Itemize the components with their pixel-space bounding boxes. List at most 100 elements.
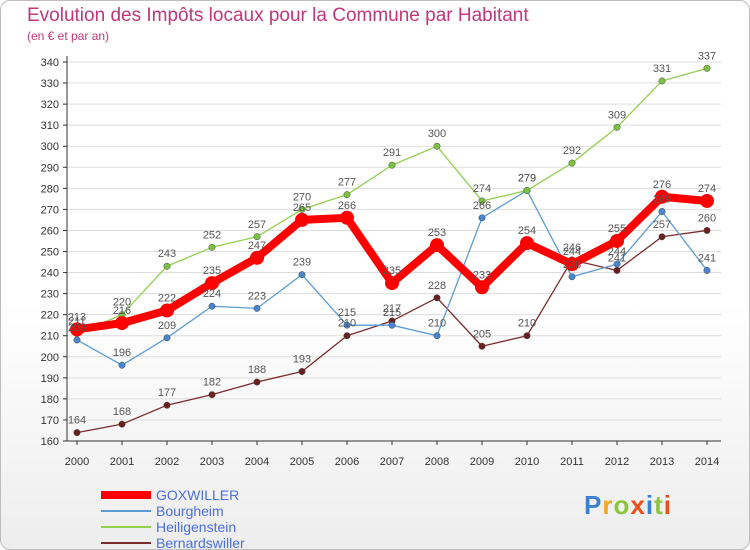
data-label: 265 (293, 202, 311, 214)
data-label: 164 (68, 415, 86, 427)
y-tick-label: 310 (41, 120, 59, 132)
data-label: 241 (608, 252, 626, 264)
x-tick-label: 2003 (200, 456, 224, 468)
data-label: 255 (608, 223, 626, 235)
data-label: 196 (113, 347, 131, 359)
data-point-heiligenstein (163, 262, 171, 270)
data-label: 208 (68, 322, 86, 334)
data-label: 209 (158, 320, 176, 332)
data-label: 235 (203, 265, 221, 277)
data-label: 168 (113, 406, 131, 418)
data-label: 188 (248, 364, 266, 376)
data-point-heiligenstein (433, 142, 441, 150)
grid-lines (67, 61, 721, 442)
logo-letter: i (663, 490, 672, 520)
legend-item-goxwiller: GOXWILLER (101, 487, 301, 503)
proxiti-logo: Proxiti (584, 490, 672, 521)
data-point-bernardswiller (523, 332, 531, 340)
data-point-bourgheim (433, 332, 441, 340)
data-label: 216 (113, 305, 131, 317)
y-tick-label: 170 (41, 415, 59, 427)
data-label: 177 (158, 387, 176, 399)
x-tick-label: 2011 (560, 456, 584, 468)
data-point-bernardswiller (298, 368, 306, 375)
y-tick-label: 220 (41, 310, 59, 322)
data-label: 205 (473, 328, 491, 340)
data-label: 182 (203, 377, 221, 389)
data-label: 270 (293, 191, 311, 203)
data-point-heiligenstein (478, 197, 486, 205)
data-point-goxwiller (295, 212, 309, 227)
data-label: 331 (653, 63, 671, 75)
x-tick-label: 2004 (245, 456, 269, 468)
series-bernardswiller (73, 226, 711, 437)
x-tick-label: 2009 (470, 456, 494, 468)
data-label: 235 (383, 265, 401, 277)
data-label: 337 (698, 50, 716, 62)
data-point-goxwiller (610, 233, 624, 248)
data-point-heiligenstein (208, 243, 216, 251)
data-label: 309 (608, 109, 626, 121)
y-tick-label: 300 (41, 141, 59, 153)
data-point-bernardswiller (118, 420, 126, 428)
data-label: 252 (203, 229, 221, 241)
y-tick-label: 210 (41, 331, 59, 343)
data-point-bernardswiller (658, 233, 666, 241)
data-labels: 213 216 222 235 247 265 266 235 253 233 254 244 255 2… (68, 50, 716, 426)
data-point-bourgheim (253, 304, 261, 312)
y-tick-label: 180 (41, 394, 59, 406)
data-label: 215 (383, 307, 401, 319)
logo-letter: r (602, 490, 614, 520)
y-tick-label: 250 (41, 247, 59, 259)
data-point-goxwiller (655, 189, 669, 204)
data-label: 292 (563, 145, 581, 157)
data-label: 239 (293, 257, 311, 269)
data-point-bourgheim (703, 267, 711, 274)
data-label: 220 (113, 297, 131, 309)
data-label: 233 (473, 269, 491, 281)
x-tick-label: 2005 (290, 456, 314, 468)
data-point-goxwiller (430, 238, 444, 253)
data-label: 253 (428, 227, 446, 239)
legend-swatch-goxwiller (101, 491, 151, 499)
x-tick-label: 2010 (515, 456, 539, 468)
y-tick-label: 340 (41, 57, 59, 69)
chart-legend: GOXWILLER Bourgheim Heiligenstein Bernardsw… (101, 487, 301, 550)
data-label: 260 (698, 212, 716, 224)
data-point-bernardswiller (73, 429, 81, 437)
data-label: 274 (698, 183, 716, 195)
legend-label-goxwiller: GOXWILLER (156, 487, 240, 503)
chart-title: Evolution des Impôts locaux pour la Comm… (27, 5, 529, 26)
data-point-goxwiller (385, 276, 399, 291)
data-point-bourgheim (208, 302, 216, 310)
data-label: 210 (518, 318, 536, 330)
data-point-bourgheim (388, 321, 396, 329)
data-point-bourgheim (343, 321, 351, 329)
logo-letter: x (630, 490, 646, 520)
data-label: 223 (248, 290, 266, 302)
data-point-heiligenstein (703, 64, 711, 72)
logo-letter: o (613, 490, 631, 520)
data-label: 279 (518, 172, 536, 184)
legend-item-bernardswiller: Bernardswiller (101, 535, 301, 550)
data-label: 274 (473, 183, 491, 195)
legend-item-bourgheim: Bourgheim (101, 503, 301, 519)
x-tick-label: 2012 (605, 456, 629, 468)
legend-label-bernardswiller: Bernardswiller (156, 535, 245, 550)
data-label: 257 (248, 219, 266, 231)
data-point-bourgheim (163, 334, 171, 342)
data-point-bourgheim (118, 361, 126, 369)
data-point-goxwiller (250, 250, 264, 265)
y-tick-label: 260 (41, 225, 59, 237)
series-heiligenstein (73, 64, 711, 338)
data-label: 266 (473, 200, 491, 212)
data-point-heiligenstein (523, 186, 531, 194)
data-point-goxwiller (160, 303, 174, 318)
y-tick-label: 330 (41, 78, 59, 90)
data-label: 210 (338, 318, 356, 330)
y-tick-labels: 160 170 180 190 200 210 220 230 240 250 260 270 280 2… (41, 57, 67, 448)
y-tick-label: 200 (41, 352, 59, 364)
data-point-bernardswiller (208, 391, 216, 399)
legend-item-heiligenstein: Heiligenstein (101, 519, 301, 535)
